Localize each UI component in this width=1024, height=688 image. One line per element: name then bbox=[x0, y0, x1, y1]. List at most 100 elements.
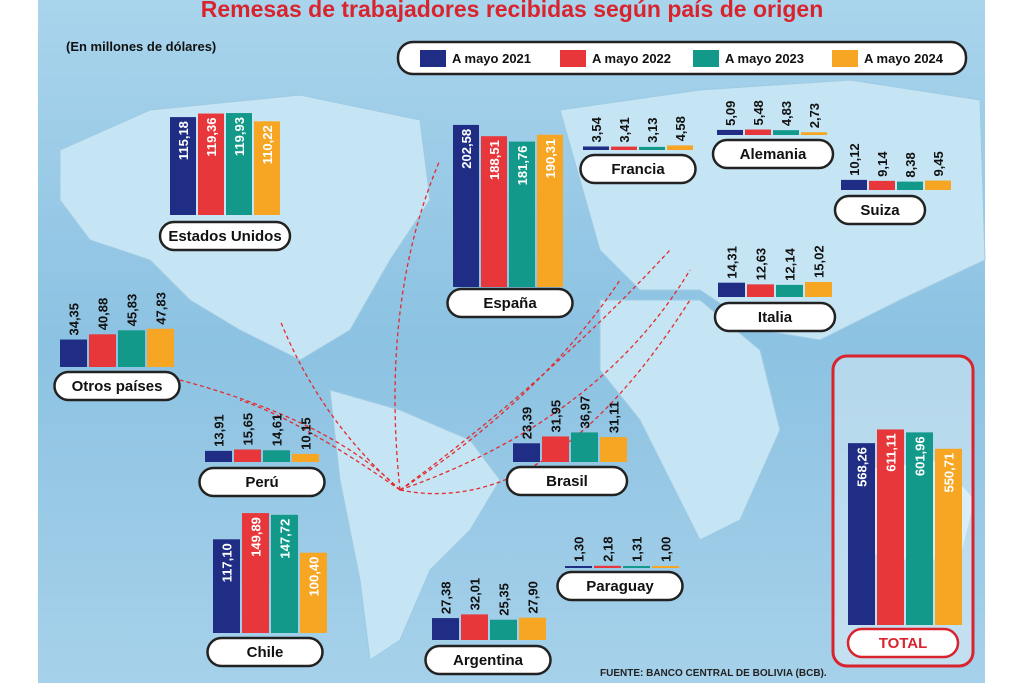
country-label: Argentina bbox=[453, 652, 524, 669]
bar bbox=[198, 113, 224, 215]
bar bbox=[89, 334, 116, 367]
value-label: 188,51 bbox=[487, 140, 502, 180]
value-label: 2,73 bbox=[807, 103, 822, 128]
bar bbox=[254, 121, 280, 215]
bar bbox=[935, 448, 962, 625]
value-label: 36,97 bbox=[578, 396, 593, 429]
value-label: 2,18 bbox=[601, 537, 616, 562]
bar bbox=[652, 566, 679, 568]
value-label: 117,10 bbox=[220, 543, 235, 582]
bar bbox=[118, 330, 145, 367]
bar bbox=[432, 618, 459, 640]
country-label-box bbox=[158, 220, 292, 252]
value-label: 12,14 bbox=[783, 248, 798, 281]
value-label: 3,13 bbox=[645, 118, 660, 143]
bar bbox=[147, 328, 174, 367]
bar bbox=[271, 514, 298, 633]
value-label: 119,93 bbox=[232, 117, 247, 156]
country-label: Paraguay bbox=[586, 578, 654, 595]
country-label-box bbox=[833, 194, 927, 226]
country-label-box bbox=[505, 465, 629, 497]
value-label: 1,00 bbox=[659, 537, 674, 562]
bar bbox=[776, 284, 803, 297]
country-label-box bbox=[206, 636, 324, 668]
bar bbox=[226, 113, 252, 215]
value-label: 27,90 bbox=[526, 581, 541, 614]
value-label: 550,71 bbox=[942, 453, 957, 493]
source-note: FUENTE: BANCO CENTRAL DE BOLIVIA (BCB). bbox=[600, 668, 827, 679]
value-label: 202,58 bbox=[459, 129, 474, 169]
bar bbox=[234, 449, 261, 462]
bar bbox=[519, 617, 546, 640]
bar bbox=[571, 432, 598, 462]
value-label: 9,45 bbox=[931, 151, 946, 176]
value-label: 34,35 bbox=[67, 303, 82, 336]
country-label: Perú bbox=[245, 474, 278, 491]
value-label: 181,76 bbox=[515, 146, 530, 186]
bar bbox=[639, 146, 665, 150]
value-label: 9,14 bbox=[875, 151, 890, 177]
value-label: 13,91 bbox=[212, 414, 227, 447]
legend-box bbox=[396, 40, 968, 76]
country-label: Suiza bbox=[860, 202, 900, 219]
value-label: 10,12 bbox=[847, 143, 862, 176]
bar bbox=[801, 132, 827, 135]
country-label-box bbox=[198, 466, 326, 498]
value-label: 25,35 bbox=[497, 583, 512, 616]
country-label-box bbox=[556, 570, 684, 602]
country-label-box bbox=[53, 370, 181, 402]
legend-swatch bbox=[420, 50, 446, 67]
legend-swatch bbox=[693, 50, 719, 67]
bar bbox=[213, 539, 240, 633]
legend-label: A mayo 2021 bbox=[452, 51, 531, 66]
bar bbox=[869, 180, 895, 190]
value-label: 5,48 bbox=[751, 100, 766, 125]
country-label-box bbox=[846, 627, 960, 659]
value-label: 1,31 bbox=[630, 537, 645, 562]
country-label-box bbox=[579, 153, 697, 185]
value-label: 4,83 bbox=[779, 101, 794, 126]
bar bbox=[509, 141, 535, 287]
country-label: Estados Unidos bbox=[168, 228, 281, 245]
value-label: 601,96 bbox=[913, 436, 928, 476]
bar bbox=[60, 339, 87, 367]
bar bbox=[805, 281, 832, 297]
value-label: 15,65 bbox=[241, 413, 256, 446]
value-label: 1,30 bbox=[572, 537, 587, 562]
bar bbox=[542, 436, 569, 462]
legend-swatch bbox=[560, 50, 586, 67]
value-label: 31,11 bbox=[607, 401, 622, 433]
value-label: 5,09 bbox=[723, 101, 738, 126]
bar bbox=[481, 136, 507, 287]
bar bbox=[906, 432, 933, 625]
legend-swatch bbox=[832, 50, 858, 67]
country-label: Chile bbox=[247, 644, 284, 661]
value-label: 8,38 bbox=[903, 152, 918, 177]
bar bbox=[205, 450, 232, 462]
value-label: 568,26 bbox=[855, 447, 870, 487]
bar bbox=[841, 179, 867, 190]
bar bbox=[461, 614, 488, 640]
value-label: 14,31 bbox=[725, 246, 740, 279]
bar bbox=[263, 450, 290, 462]
value-label: 3,54 bbox=[589, 116, 604, 142]
country-label-box bbox=[424, 644, 552, 676]
bar bbox=[877, 429, 904, 625]
value-label: 611,11 bbox=[884, 433, 899, 471]
value-label: 27,38 bbox=[439, 582, 454, 615]
bar bbox=[513, 443, 540, 462]
country-label: Brasil bbox=[546, 473, 588, 490]
bar bbox=[747, 284, 774, 297]
value-label: 190,31 bbox=[543, 139, 558, 179]
bar bbox=[611, 146, 637, 150]
bar bbox=[718, 282, 745, 297]
value-label: 45,83 bbox=[125, 294, 140, 327]
country-label-box bbox=[446, 287, 574, 319]
value-label: 119,36 bbox=[204, 118, 219, 157]
value-label: 14,61 bbox=[270, 414, 285, 447]
bar bbox=[897, 181, 923, 190]
value-label: 110,22 bbox=[260, 125, 275, 164]
bar bbox=[925, 180, 951, 190]
bar bbox=[594, 565, 621, 568]
